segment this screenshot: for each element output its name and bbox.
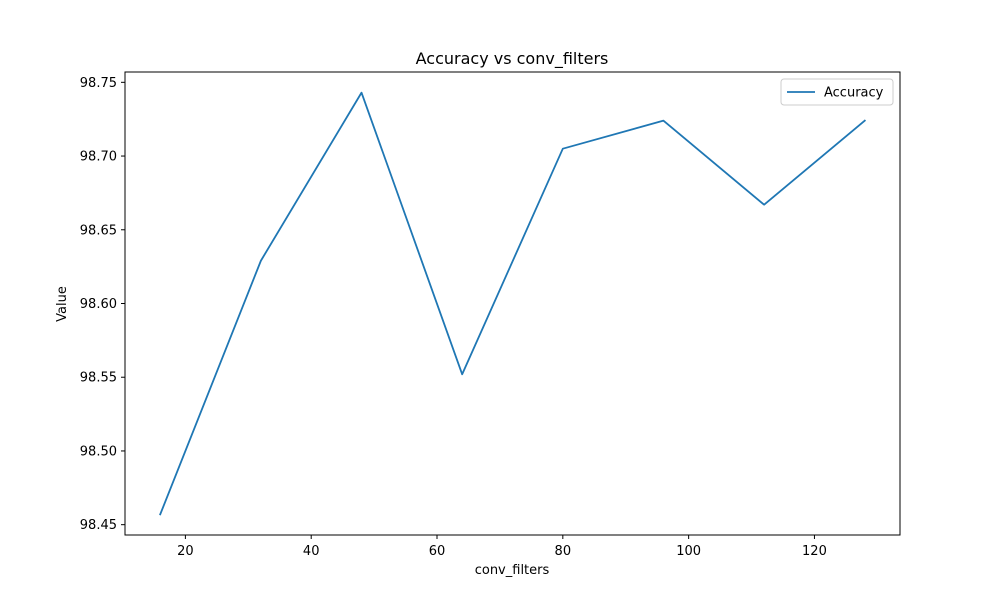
y-tick-label: 98.55 — [80, 371, 117, 386]
x-axis-label: conv_filters — [475, 563, 550, 578]
series-layer — [159, 91, 867, 516]
legend-label: Accuracy — [824, 86, 884, 101]
plot-area — [124, 71, 901, 536]
y-tick-label: 98.75 — [80, 76, 117, 91]
x-tick-label: 20 — [177, 544, 194, 559]
x-axis: 20 40 60 80 100 120 — [177, 535, 827, 559]
plot-frame — [124, 71, 901, 536]
x-tick-label: 100 — [676, 544, 701, 559]
chart-title: Accuracy vs conv_filters — [416, 49, 609, 69]
y-tick-label: 98.45 — [80, 518, 117, 533]
y-tick-label: 98.65 — [80, 223, 117, 238]
y-axis-label: Value — [55, 286, 70, 322]
legend-box — [780, 78, 894, 106]
y-tick-label: 98.60 — [80, 297, 117, 312]
x-tick-label: 80 — [555, 544, 572, 559]
y-tick-label: 98.70 — [80, 150, 117, 165]
y-tick-label: 98.50 — [80, 444, 117, 459]
series-line-accuracy — [159, 91, 867, 516]
y-axis: 98.45 98.50 98.55 98.60 98.65 98.70 98.75 — [80, 76, 125, 533]
legend: Accuracy — [780, 78, 894, 106]
x-tick-label: 40 — [303, 544, 320, 559]
x-tick-label: 60 — [429, 544, 446, 559]
x-tick-label: 120 — [802, 544, 827, 559]
